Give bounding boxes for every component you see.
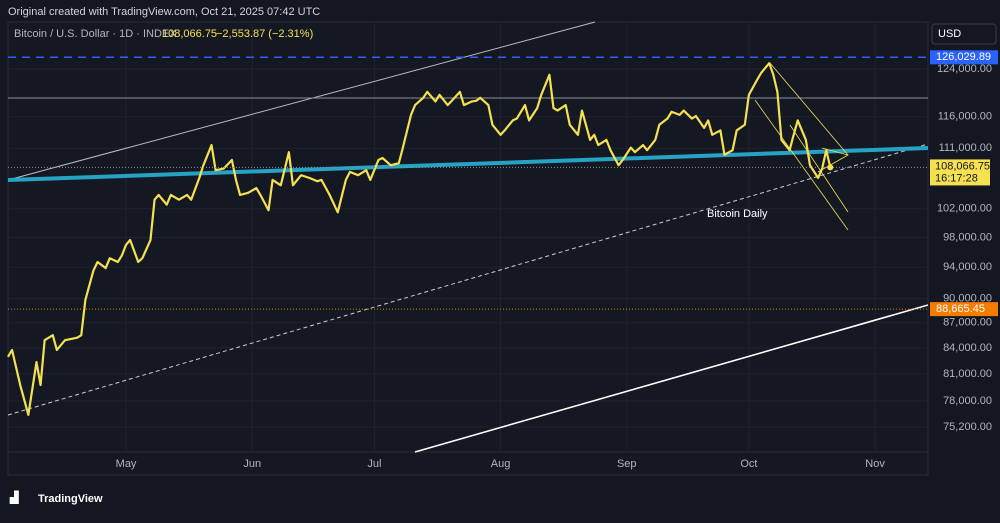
y-tick-label: 98,000.00 [943,231,992,243]
channel-line [754,99,849,231]
y-tick-label: 81,000.00 [943,368,992,380]
y-tick-label: 94,000.00 [943,261,992,273]
price-tag [930,50,998,65]
x-tick-label: Nov [865,458,885,470]
price-tag-label: 88,665.45 [936,303,985,315]
trend-line [414,304,929,453]
y-tick-label: 78,000.00 [943,395,992,407]
y-tick-label: 102,000.00 [937,203,992,215]
price-line [7,62,832,416]
y-tick-label: 111,000.00 [939,142,992,154]
x-tick-label: May [116,458,137,470]
trend-line [7,21,596,181]
trend-line [7,143,929,416]
y-tick-label: 87,000.00 [943,317,992,329]
legend-price: 108,066.75 [162,28,217,40]
y-tick-label: 116,000.00 [938,111,992,123]
attribution: Original created with TradingView.com, O… [8,6,320,18]
price-tag [930,159,990,186]
drawings [7,21,929,453]
brand: TradingView [38,493,103,505]
y-tick-label: 75,200.00 [943,421,992,433]
logo-mark: ⁣▟ [9,490,19,504]
legend-symbol: Bitcoin / U.S. Dollar · 1D · INDEX [14,28,177,40]
y-tick-label: 84,000.00 [943,342,992,354]
x-tick-label: Aug [491,458,511,470]
x-tick-label: Jul [367,458,381,470]
currency[interactable]: USD [938,28,961,40]
price-tag-label: 126,029.89 [936,51,991,63]
x-tick-label: Jun [243,458,261,470]
x-tick-label: Sep [617,458,637,470]
trend-line [7,146,929,182]
grid [8,22,928,452]
plot [7,56,928,416]
y-tick-label: 124,000.00 [937,63,992,75]
y-tick-label: 90,000.00 [943,292,992,304]
last-point [827,164,834,171]
annotation: Bitcoin Daily [707,208,768,220]
x-tick-label: Oct [740,458,757,470]
price-tag-label: 108,066.75 [935,160,990,172]
channel-line [789,124,849,213]
legend-change: −2,553.87 (−2.31%) [216,28,313,40]
channel-line [769,62,849,156]
price-tag [930,302,998,317]
currency-box[interactable] [931,23,997,45]
countdown: 16:17:28 [935,172,978,184]
